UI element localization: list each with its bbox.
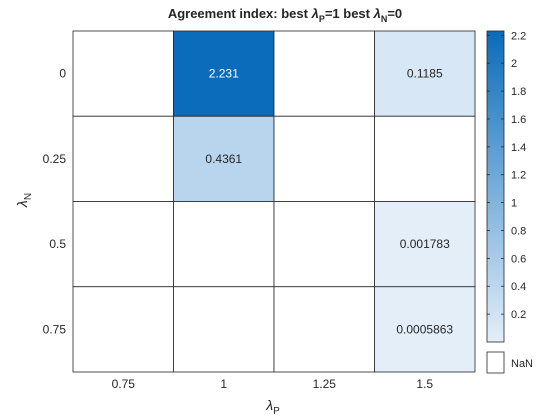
colorbar-tick-label: 0.6 (511, 253, 526, 265)
colorbar-tick-label: 1.4 (511, 142, 526, 154)
x-tick-label: 1 (220, 377, 227, 391)
colorbar-tick-label: 1.8 (511, 86, 526, 98)
cell-value-label: 0.1185 (407, 67, 443, 81)
heatmap-cell (173, 30, 275, 117)
colorbar-tick-label: 2 (511, 58, 517, 70)
y-tick-label: 0.5 (49, 237, 66, 251)
colorbar-tick-label: 1.6 (511, 114, 526, 126)
colorbar-tick-label: 1 (511, 198, 517, 210)
colorbar-tick-label: 0.2 (511, 309, 526, 321)
heatmap-cell (273, 201, 375, 288)
cell-value-label: 0.0005863 (396, 322, 453, 336)
nan-label: NaN (511, 358, 533, 370)
y-tick-label: 0.75 (43, 322, 67, 336)
heatmap-cell-labels: 2.231 0.1185 0.4361 0.001783 0.0005863 (205, 67, 453, 337)
heatmap-cell (374, 30, 476, 117)
heatmap-cell (273, 30, 375, 117)
x-tick-label: 0.75 (112, 377, 136, 391)
x-axis-label: λP (265, 397, 280, 417)
colorbar-tick-label: 2.2 (511, 30, 526, 42)
heatmap-cells (72, 30, 476, 373)
y-tick-label: 0 (59, 67, 66, 81)
heatmap-cell (173, 201, 275, 288)
heatmap-cell (72, 286, 174, 373)
heatmap-cell (72, 201, 174, 288)
y-axis-label: λN (14, 193, 34, 208)
colorbar-tick-label: 0.8 (511, 225, 526, 237)
heatmap-cell (273, 286, 375, 373)
heatmap-cell (273, 115, 375, 202)
heatmap-cell (173, 286, 275, 373)
colorbar-tick-label: 0.4 (511, 281, 526, 293)
heatmap-cell (374, 286, 476, 373)
cell-value-label: 0.001783 (400, 237, 450, 251)
heatmap-cell (72, 30, 174, 117)
chart-title: Agreement index: best λP=1 best λN=0 (168, 6, 402, 24)
cell-value-label: 2.231 (209, 67, 239, 81)
heatmap-cell (173, 115, 275, 202)
cell-value-label: 0.4361 (205, 152, 242, 166)
x-tick-label: 1.5 (416, 377, 433, 391)
x-tick-label: 1.25 (313, 377, 337, 391)
heatmap-cell (374, 115, 476, 202)
heatmap-cell (374, 201, 476, 288)
nan-swatch (486, 351, 505, 374)
colorbar-ticks: 0.2 0.4 0.6 0.8 1 1.2 1.4 1.6 1.8 2 2.2 (487, 30, 526, 321)
y-tick-labels: 0 0.25 0.5 0.75 (43, 67, 67, 337)
colorbar (486, 30, 505, 343)
heatmap-cell (72, 115, 174, 202)
colorbar-tick-label: 1.2 (511, 170, 526, 182)
x-tick-labels: 0.75 1 1.25 1.5 (112, 377, 434, 391)
y-tick-label: 0.25 (43, 152, 67, 166)
